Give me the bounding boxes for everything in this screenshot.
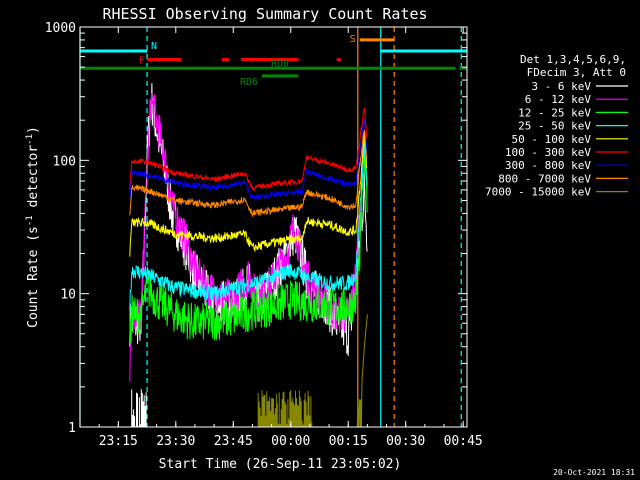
legend-label-2: 12 - 25 keV (518, 106, 591, 119)
series-line-5 (129, 107, 368, 192)
chart-title: RHESSI Observing Summary Count Rates (102, 5, 427, 23)
legend-label-6: 300 - 800 keV (505, 159, 591, 172)
segment-label-n: N (151, 41, 157, 52)
x-tick-label-4: 00:15 (329, 434, 368, 449)
legend-label-0: 3 - 6 keV (531, 80, 591, 93)
x-tick-label-1: 23:30 (156, 434, 195, 449)
y-tick-label-0: 1 (68, 421, 76, 436)
series-line-6 (129, 119, 368, 201)
spikes-7000-15000kev (257, 390, 313, 427)
series-line-4 (129, 132, 368, 257)
x-axis-label: Start Time (26-Sep-11 23:05:02) (159, 457, 402, 472)
footer-timestamp: 20-Oct-2021 18:31 (553, 468, 635, 477)
legend-header-0: Det 1,3,4,5,6,9, (520, 53, 626, 66)
legend-label-7: 800 - 7000 keV (498, 172, 591, 185)
legend-label-1: 6 - 12 keV (525, 93, 592, 106)
series-line-7 (129, 129, 368, 217)
legend: Det 1,3,4,5,6,9,FDecim 3, Att 03 - 6 keV… (485, 53, 628, 199)
legend-label-8: 7000 - 15000 keV (485, 186, 591, 199)
y-tick-label-1: 10 (60, 288, 76, 303)
segment-label-rd6: RD6 (240, 77, 258, 88)
legend-label-3: 25 - 50 keV (518, 120, 591, 133)
legend-header-1: FDecim 3, Att 0 (527, 66, 626, 79)
segment-label-s: S (350, 34, 356, 45)
segment-label-rd0: RD0 (271, 58, 289, 69)
x-tick-label-2: 23:45 (214, 434, 253, 449)
series-line-3 (129, 144, 368, 312)
x-tick-label-5: 00:30 (386, 434, 425, 449)
x-tick-label-6: 00:45 (444, 434, 483, 449)
x-tick-label-0: 23:15 (99, 434, 138, 449)
x-tick-label-3: 00:00 (271, 434, 310, 449)
series-line-2 (129, 141, 368, 343)
plot-frame (79, 26, 468, 428)
segment-label-f: F (139, 56, 145, 67)
legend-label-4: 50 - 100 keV (512, 133, 592, 146)
y-tick-label-3: 1000 (45, 21, 76, 36)
y-tick-label-2: 100 (53, 154, 76, 169)
y-axis-label: Count Rate (s-1 detector-1) (25, 126, 41, 328)
series-line-8 (355, 314, 368, 428)
legend-label-5: 100 - 300 keV (505, 146, 591, 159)
series-line-1 (129, 93, 368, 382)
